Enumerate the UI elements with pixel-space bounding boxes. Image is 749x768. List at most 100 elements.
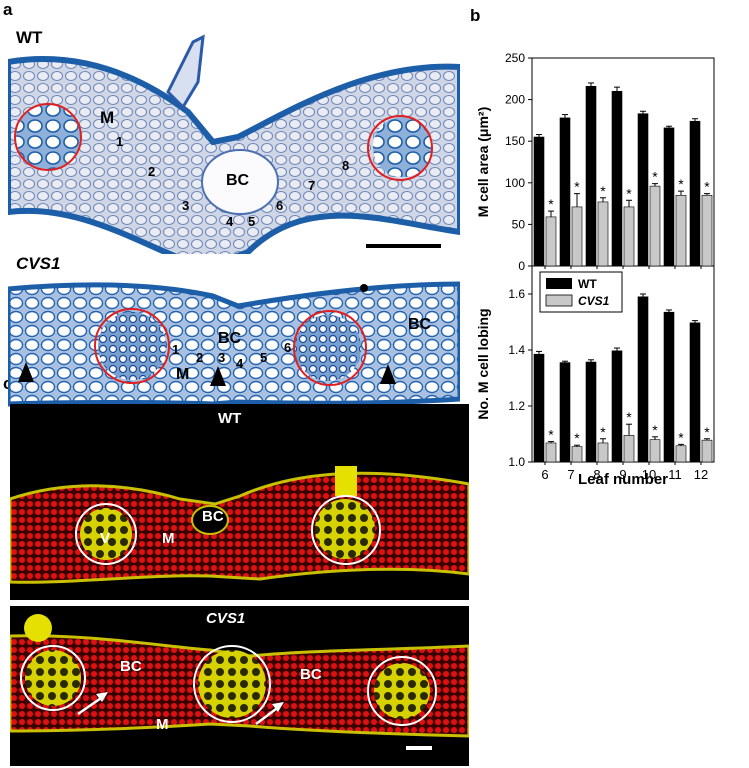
chart1-bar-cvs1-11 [675, 194, 687, 267]
chart2-xlabel: Leaf number [578, 471, 668, 488]
chart2-ytick-label: 1.4 [508, 343, 525, 357]
chart2-bar-cvs1-10 [649, 439, 661, 463]
chart2-plot-area: 1.0 1.2 1.4 1.6 * 6 * 7 * 8 * 9 * 10 * 11 * 12 [508, 287, 713, 482]
chart2-legend: WT CVS1 [539, 271, 623, 313]
chart2-significance-7: * [574, 430, 580, 446]
chart1-significance-11: * [678, 176, 684, 192]
chart2-significance-12: * [704, 424, 710, 440]
cvs1-fluorescence-m-label: M [156, 716, 169, 733]
chart1-ytick-label: 250 [505, 51, 525, 65]
wt-cell-number-5: 5 [248, 214, 256, 229]
chart2-xtick-label: 6 [541, 467, 548, 482]
chart2-xtick-label: 11 [668, 467, 682, 482]
chart2-bar-wt-10 [637, 296, 649, 463]
chart1-significance-9: * [626, 185, 632, 201]
panel-b-charts: 0 50 100 150 200 250 * * * * * * * 1.0 1.2 1.4 1.6 * 6 * 7 *… [475, 51, 715, 488]
cvs1-cell-number-5: 5 [260, 350, 268, 365]
chart2-bar-wt-11 [663, 311, 675, 463]
wt-fluorescence-genotype-label: WT [218, 410, 242, 427]
chart1-bar-cvs1-9 [623, 206, 635, 267]
chart2-bar-wt-7 [559, 362, 571, 463]
chart2-ytick-label: 1.0 [508, 455, 525, 469]
legend-label-cvs1: CVS1 [578, 294, 610, 308]
chart1-significance-7: * [574, 179, 580, 195]
chart2-bar-cvs1-12 [701, 439, 713, 463]
chart2-ytick-label: 1.6 [508, 287, 525, 301]
chart2-bar-wt-8 [585, 361, 597, 463]
cvs1-bc-right-label: BC [408, 316, 432, 333]
chart2-bar-cvs1-7 [571, 446, 583, 463]
chart2-significance-11: * [678, 429, 684, 445]
wt-fluorescence-bc-label: BC [202, 508, 224, 525]
chart1-ylabel: M cell area (μm²) [475, 107, 491, 218]
chart1-frame [531, 57, 715, 267]
chart2-bar-cvs1-8 [597, 442, 609, 463]
chart2-bar-cvs1-11 [675, 445, 687, 463]
cvs1-fluorescence-bc-left-label: BC [120, 658, 142, 675]
cvs1-fluorescence-bc-right-label: BC [300, 666, 322, 683]
chart1-bar-wt-6 [533, 136, 545, 267]
chart2-ytick-label: 1.2 [508, 399, 525, 413]
chart2-significance-9: * [626, 409, 632, 425]
chart1-significance-8: * [600, 183, 606, 199]
cvs1-genotype-label: CVS1 [16, 254, 61, 273]
wt-cell-number-4: 4 [226, 214, 234, 229]
chart1-bar-cvs1-6 [545, 216, 557, 267]
wt-cell-number-3: 3 [182, 198, 190, 213]
wt-cell-number-6: 6 [276, 198, 284, 213]
chart1-ytick-label: 100 [505, 176, 525, 190]
wt-genotype-label: WT [16, 28, 43, 47]
chart2-bar-cvs1-9 [623, 435, 635, 463]
chart1-significance-6: * [548, 196, 554, 212]
wt-cell-number-8: 8 [342, 158, 350, 173]
wt-cell-number-1: 1 [116, 134, 124, 149]
chart1-significance-12: * [704, 179, 710, 195]
panel-c-cvs1-fluorescence: CVS1 BC BC M [10, 606, 469, 766]
wt-bc-label: BC [226, 172, 250, 189]
chart1-significance-10: * [652, 169, 658, 185]
wt-leaf-section-image [8, 22, 460, 274]
chart1-ytick-label: 50 [512, 217, 526, 231]
cvs1-cell-number-6: 6 [284, 340, 292, 355]
wt-cell-number-2: 2 [148, 164, 156, 179]
chart1-bar-cvs1-8 [597, 201, 609, 267]
cvs1-cell-number-3: 3 [218, 350, 226, 365]
wt-fluorescence-m-label: M [162, 530, 175, 547]
panel-c-wt-fluorescence: WT V M BC [10, 404, 469, 600]
chart2-xtick-label: 12 [694, 467, 708, 482]
chart2-xtick-label: 10 [642, 467, 656, 482]
wt-cell-number-7: 7 [308, 178, 316, 193]
chart1-ytick-label: 200 [505, 93, 525, 107]
cvs1-cell-number-4: 4 [236, 356, 244, 371]
chart1-bar-cvs1-7 [571, 206, 583, 267]
panel-a-cvs1-micrograph: CVS1 BC BC M 1 2 3 4 5 6 [8, 254, 460, 412]
chart1-bar-wt-12 [689, 120, 701, 267]
chart2-xtick-label: 7 [567, 467, 574, 482]
chart2-significance-10: * [652, 422, 658, 438]
cvs1-leaf-section-image [8, 254, 460, 412]
wt-fluorescence-image [10, 404, 469, 600]
chart2-xtick-label: 8 [593, 467, 600, 482]
panel-a-wt-micrograph: WT M BC 1 2 3 4 5 6 7 8 [8, 22, 460, 274]
legend-swatch-cvs1 [545, 294, 573, 307]
cvs1-mesophyll-label: M [176, 366, 190, 383]
chart1-bar-wt-9 [611, 90, 623, 267]
chart2-bar-cvs1-6 [545, 442, 557, 463]
cvs1-cell-number-1: 1 [172, 342, 180, 357]
chart2-bar-wt-12 [689, 322, 701, 463]
chart1-bar-cvs1-10 [649, 185, 661, 267]
chart2-bar-wt-6 [533, 353, 545, 463]
panel-label-a: a [3, 0, 13, 19]
chart1-bar-wt-10 [637, 113, 649, 267]
cvs1-fluorescence-image [10, 606, 469, 766]
legend-swatch-wt [546, 278, 572, 289]
chart1-bar-wt-7 [559, 117, 571, 267]
chart2-significance-6: * [548, 427, 554, 443]
chart1-bar-cvs1-12 [701, 194, 713, 267]
chart2-bar-wt-9 [611, 350, 623, 463]
cvs1-bc-center-label: BC [218, 330, 242, 347]
chart1-plot-area: 0 50 100 150 200 250 * * * * * * * [505, 51, 713, 273]
chart2-significance-8: * [600, 424, 606, 440]
panel-label-b: b [470, 6, 481, 25]
legend-label-wt: WT [578, 277, 597, 291]
